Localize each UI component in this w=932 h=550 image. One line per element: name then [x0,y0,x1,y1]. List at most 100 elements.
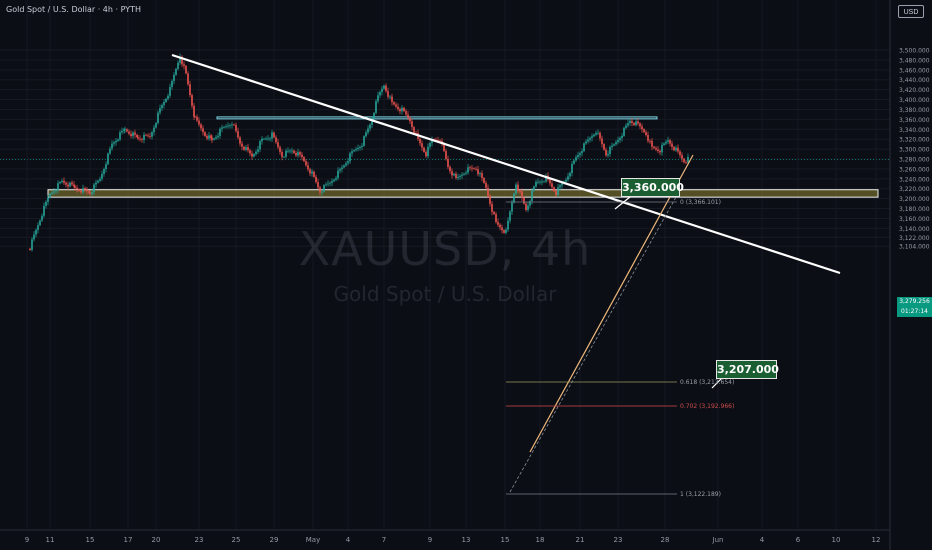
candle-body [669,140,671,144]
candle-body [527,205,529,210]
candle-body [601,138,603,145]
candle-body [385,85,387,92]
candle-body [233,124,235,126]
candle-body [685,162,687,164]
candle-body [215,137,217,139]
candle-body [493,211,495,215]
time-tick-label: 15 [501,536,510,544]
time-tick-label: 20 [152,536,161,544]
fib-label-1: 1 (3,122.189) [680,491,721,498]
candle-body [78,189,80,191]
candle-body [395,104,397,107]
price-tick-label: 3,420.000 [899,87,930,94]
candle-body [347,161,349,164]
candle-body [177,62,179,69]
candle-body [208,135,210,139]
candle-body [425,151,427,157]
candle-body [467,167,469,173]
time-tick-label: 6 [796,536,801,544]
price-tick-label: 3,200.000 [899,196,930,203]
candle-body [371,118,373,125]
candle-body [204,132,206,137]
candle-body [673,146,675,151]
candle-body [206,136,208,139]
candle-body [194,116,196,118]
candle-body [641,126,643,130]
candle-body [603,144,605,150]
candle-body [681,155,683,159]
candle-body [84,188,86,190]
candle-body [577,155,579,158]
candle-body [265,138,267,140]
time-tick-label: 4 [760,536,765,544]
candle-body [485,182,487,188]
candle-body [653,146,655,149]
candle-body [391,96,393,103]
support-zone [47,189,879,198]
candle-body [41,215,43,221]
candle-body [309,169,311,174]
candle-body [231,124,233,126]
last-price-tag: 3,279.256 01:27:14 [897,297,932,317]
candle-body [487,187,489,196]
candle-body [579,153,581,156]
candle-body [661,144,663,153]
time-tick-label: 4 [346,536,351,544]
price-tick-label: 3,360.000 [899,117,930,124]
candle-body [423,147,425,152]
candle-body [649,140,651,142]
candle-body [407,114,409,118]
candle-body [421,143,423,148]
price-tick-label: 3,380.000 [899,107,930,114]
candle-body [45,201,47,206]
candle-body [243,146,245,150]
candle-body [495,214,497,223]
candle-body [427,146,429,157]
candle-body [355,149,357,151]
candle-body [555,191,557,195]
upper-level-callout[interactable]: 3,360.000 [621,178,684,197]
price-tick-label: 3,180.000 [899,206,930,213]
candle-body [159,108,161,113]
candle-body [171,80,173,87]
candle-body [93,184,95,193]
candle-body [137,137,139,139]
candle-body [307,165,309,170]
candle-body [121,130,123,133]
time-tick-label: 18 [536,536,545,544]
candle-body [655,148,657,150]
candle-body [107,153,109,165]
candle-body [523,197,525,204]
candle-body [327,183,329,185]
candle-body [149,136,151,137]
candle-body [119,132,121,140]
candle-body [625,125,627,128]
candle-body [323,185,325,192]
candle-body [443,143,445,151]
candle-body [553,187,555,192]
time-tick-label: 10 [832,536,841,544]
candle-body [261,138,263,142]
candle-body [89,192,91,195]
candle-body [677,147,679,152]
candle-body [377,95,379,102]
currency-button[interactable]: USD [898,5,924,18]
candle-body [269,138,271,140]
candle-body [295,153,297,156]
candle-body [74,186,76,188]
candle-body [471,167,473,169]
candle-body [331,181,333,183]
candle-body [241,143,243,147]
candle-body [419,138,421,144]
candle-body [453,173,455,176]
price-tick-label: 3,220.000 [899,186,930,193]
candle-body [143,134,145,140]
candle-body [461,174,463,176]
candle-body [525,203,527,210]
candle-body [489,195,491,204]
time-tick-label: 25 [232,536,241,544]
candle-body [671,143,673,147]
candle-body [571,163,573,173]
lower-level-callout[interactable]: 3,207.000 [716,360,779,379]
